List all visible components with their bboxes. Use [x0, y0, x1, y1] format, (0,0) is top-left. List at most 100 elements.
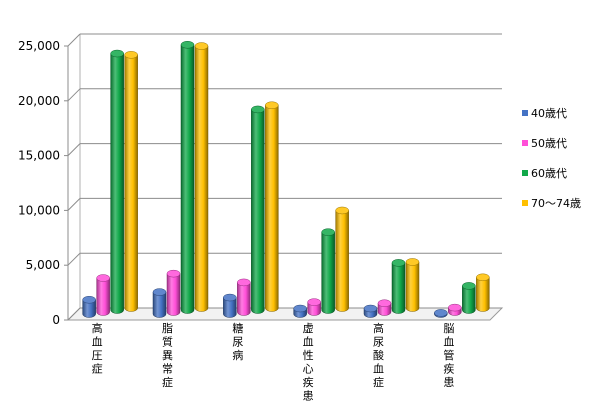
bar: 脂質異常症 50歳代: 3500	[166, 269, 181, 316]
bar-top	[293, 304, 307, 313]
bar: 虚血性心疾患 50歳代: 900	[307, 298, 321, 316]
gridline-diag	[67, 307, 81, 321]
y-tick-label: 15,000	[18, 149, 60, 163]
x-tick-label: 糖尿病	[232, 321, 243, 362]
bar: 脂質異常症 60歳代: 24200	[180, 41, 195, 314]
bar-top	[237, 278, 251, 287]
legend-swatch	[522, 200, 528, 206]
bar: 虚血性心疾患 40歳代: 500	[293, 304, 307, 318]
bar: 高血圧症 70～74歳: 23100	[124, 51, 138, 312]
bar: 高尿酸血症 60歳代: 4300	[391, 259, 406, 314]
bar-body	[476, 277, 490, 312]
gridline-diag	[67, 198, 81, 211]
legend-label: 70～74歳	[531, 197, 581, 210]
bar-top	[82, 296, 96, 304]
bar: 糖尿病 50歳代: 2700	[237, 278, 251, 316]
bar: 高尿酸血症 50歳代: 800	[377, 299, 392, 316]
bar-top	[321, 228, 335, 236]
bar-top	[448, 303, 462, 312]
bar-top	[194, 42, 209, 50]
x-axis: 高血圧症 脂質異常症 糖尿病 虚血性心疾患 高尿酸血症 脳血管疾患	[92, 321, 455, 403]
bar-top	[96, 274, 110, 282]
bar-top	[307, 298, 321, 306]
bar-body	[152, 291, 167, 318]
bar-top	[335, 206, 349, 215]
bar: 脂質異常症 40歳代: 2000	[152, 288, 167, 318]
bar-body	[82, 299, 96, 318]
bar-top	[152, 288, 167, 296]
bar-body	[166, 273, 181, 316]
bar-body	[180, 44, 195, 314]
bar: 脳血管疾患 50歳代: 400	[448, 303, 462, 316]
bar: 高血圧症 50歳代: 3100	[96, 274, 110, 316]
legend-swatch	[522, 140, 528, 146]
back-wall	[68, 34, 502, 320]
bar: 高尿酸血症 70～74歳: 4200	[405, 258, 420, 312]
bar-body	[391, 262, 406, 314]
bar-body	[405, 261, 420, 312]
bar-top	[476, 273, 490, 282]
bar-body	[223, 297, 237, 318]
bar-top	[251, 105, 265, 114]
bar: 高血圧症 60歳代: 23400	[110, 49, 124, 314]
gridlines	[67, 33, 502, 321]
x-tick-label: 虚血性心疾患	[303, 322, 314, 403]
gridline-diag	[67, 33, 81, 47]
legend-swatch	[522, 110, 528, 116]
bar: 高尿酸血症 40歳代: 500	[363, 304, 378, 318]
bar: 糖尿病 60歳代: 18300	[251, 105, 265, 314]
bar-top	[434, 309, 448, 317]
gridline-diag	[67, 88, 81, 102]
bar: 脳血管疾患 40歳代: 100	[434, 309, 448, 318]
x-tick-label: 高血圧症	[92, 321, 103, 376]
bar-top	[405, 258, 420, 266]
bar-body	[124, 54, 138, 312]
y-tick-label: 25,000	[18, 39, 60, 53]
bar-top	[124, 51, 138, 59]
legend-label: 60歳代	[531, 167, 567, 180]
bar-top	[110, 49, 124, 58]
x-tick-label: 高尿酸血症	[373, 321, 384, 389]
bar-body	[96, 277, 110, 316]
bar-top	[180, 41, 195, 49]
gridline-diag	[67, 252, 81, 266]
legend-label: 50歳代	[531, 137, 567, 150]
y-tick-label: 20,000	[18, 94, 60, 108]
bar-top	[223, 293, 237, 302]
bar: 虚血性心疾患 60歳代: 7100	[321, 228, 335, 314]
bar-top	[391, 259, 406, 267]
y-tick-label: 10,000	[18, 203, 60, 217]
legend-label: 40歳代	[531, 107, 567, 120]
bar-body	[307, 301, 321, 316]
bar-top	[462, 282, 476, 290]
bar-body	[335, 210, 349, 312]
bar-top	[363, 304, 378, 313]
bar-body	[110, 53, 124, 314]
y-tick-label: 0	[52, 313, 60, 327]
y-axis: 0 5,000 10,000 15,000 20,000 25,000	[18, 39, 68, 327]
bar-body	[251, 109, 265, 314]
legend-swatch	[522, 170, 528, 176]
bar-body	[194, 45, 209, 312]
bar-body	[462, 285, 476, 314]
y-tick-label: 5,000	[26, 258, 60, 272]
bar: 高血圧症 40歳代: 1300	[82, 296, 96, 318]
bar: 脳血管疾患 70～74歳: 2800	[476, 273, 490, 312]
legend: 40歳代 50歳代 60歳代 70～74歳	[522, 107, 581, 210]
x-tick-label: 脳血管疾患	[443, 322, 454, 389]
bar-top	[265, 101, 279, 109]
bar-body	[321, 231, 335, 314]
bar: 脳血管疾患 60歳代: 2200	[462, 282, 476, 314]
x-tick-label: 脂質異常症	[162, 321, 173, 389]
bars: 高血圧症 40歳代: 1300高血圧症 50歳代: 3100高血圧症 60歳代:…	[82, 41, 490, 318]
bar-body	[265, 104, 279, 312]
bar: 糖尿病 40歳代: 1500	[223, 293, 237, 318]
bar: 糖尿病 70～74歳: 18500	[265, 101, 279, 312]
bar: 脂質異常症 70～74歳: 23900	[194, 42, 209, 312]
bar-top	[166, 269, 181, 278]
bar: 虚血性心疾患 70～74歳: 8900	[335, 206, 349, 312]
bar-top	[377, 299, 392, 307]
gridline-diag	[67, 143, 81, 156]
bar-body	[237, 282, 251, 316]
